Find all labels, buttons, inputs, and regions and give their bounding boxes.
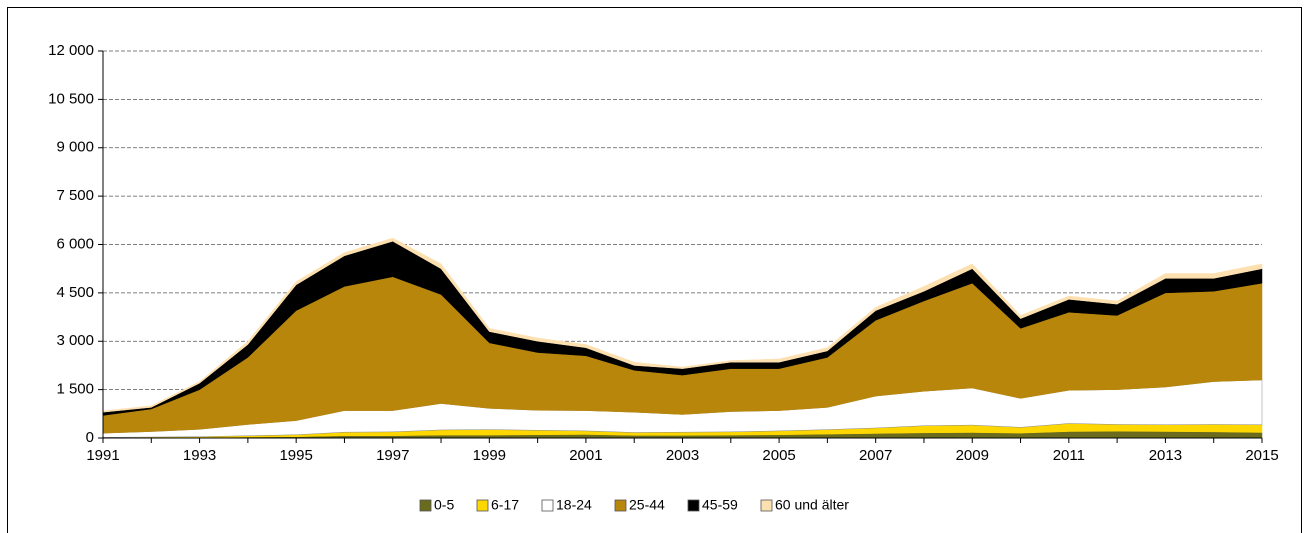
legend: 0-5 6-17 18-24 25-44 45-59 60 und älter — [419, 497, 849, 513]
x-tick-label: 2011 — [1053, 447, 1085, 464]
y-tick-label: 0 — [86, 429, 94, 446]
y-tick-label: 6 000 — [56, 235, 94, 252]
x-tick-label: 2003 — [666, 447, 699, 464]
y-tick-label: 9 000 — [56, 139, 94, 156]
x-tick-label: 2015 — [1245, 447, 1278, 464]
legend-swatch — [687, 499, 700, 512]
x-tick-label: 2013 — [1149, 447, 1182, 464]
legend-swatch — [541, 499, 554, 512]
legend-label: 45-59 — [702, 497, 738, 513]
x-tick-label: 1997 — [376, 447, 409, 464]
x-tick-label: 2005 — [762, 447, 795, 464]
x-tick-label: 1993 — [183, 447, 216, 464]
legend-swatch — [760, 499, 773, 512]
legend-swatch — [476, 499, 489, 512]
y-tick-label: 12 000 — [48, 42, 94, 59]
legend-label: 60 und älter — [775, 497, 849, 513]
x-tick-label: 2009 — [956, 447, 989, 464]
legend-swatch — [614, 499, 627, 512]
legend-label: 18-24 — [556, 497, 592, 513]
y-tick-label: 3 000 — [56, 332, 94, 349]
legend-label: 6-17 — [491, 497, 519, 513]
area — [102, 237, 1263, 413]
y-tick-label: 7 500 — [56, 187, 94, 204]
legend-swatch — [419, 499, 432, 512]
y-tick-label: 4 500 — [56, 284, 94, 301]
x-tick-label: 1991 — [86, 447, 119, 464]
x-tick-label: 2001 — [569, 447, 602, 464]
chart-frame — [7, 7, 1302, 533]
x-tick-label: 1999 — [473, 447, 506, 464]
legend-label: 25-44 — [629, 497, 665, 513]
x-tick-label: 2007 — [859, 447, 892, 464]
x-tick-label: 1995 — [279, 447, 312, 464]
legend-label: 0-5 — [434, 497, 454, 513]
y-tick-label: 10 500 — [48, 90, 94, 107]
y-tick-label: 1 500 — [56, 381, 94, 398]
